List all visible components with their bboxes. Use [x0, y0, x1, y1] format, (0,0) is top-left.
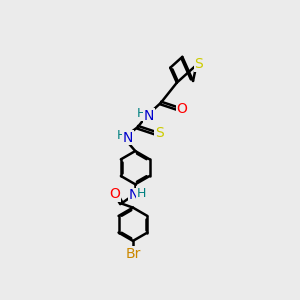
Text: O: O — [177, 102, 188, 116]
Text: S: S — [194, 57, 203, 71]
Text: N: N — [144, 109, 154, 123]
Text: H: H — [117, 129, 126, 142]
Text: N: N — [123, 130, 133, 145]
Text: N: N — [129, 188, 139, 203]
Text: H: H — [136, 187, 146, 200]
Text: S: S — [155, 126, 164, 140]
Text: H: H — [137, 107, 146, 120]
Text: Br: Br — [125, 247, 141, 261]
Text: O: O — [109, 187, 120, 201]
